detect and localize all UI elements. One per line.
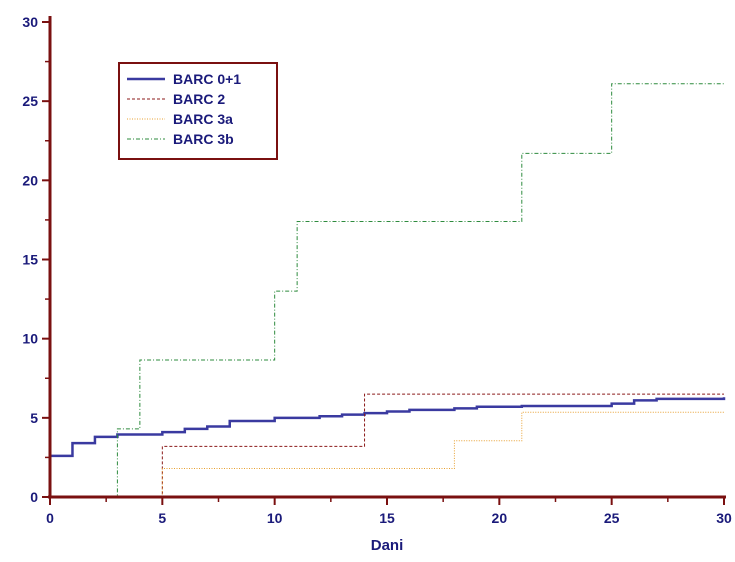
x-tick-label-2: 10 xyxy=(267,510,283,526)
axes-layer: 0 5 10 15 20 25 30 0 5 10 15 20 25 30 xyxy=(22,14,732,526)
x-tick-label-3: 15 xyxy=(379,510,395,526)
y-tick-label-4: 20 xyxy=(22,172,38,188)
y-tick-label-3: 15 xyxy=(22,252,38,268)
legend: BARC 0+1 BARC 2 BARC 3a BARC 3b xyxy=(118,62,278,160)
x-tick-label-4: 20 xyxy=(492,510,508,526)
y-tick-label-1: 5 xyxy=(30,410,38,426)
y-tick-label-5: 25 xyxy=(22,93,38,109)
x-tick-label-1: 5 xyxy=(158,510,166,526)
legend-label-0: BARC 0+1 xyxy=(173,71,241,87)
legend-label-3: BARC 3b xyxy=(173,131,234,147)
series-line-3 xyxy=(50,83,724,498)
x-tick-label-0: 0 xyxy=(46,510,54,526)
y-tick-label-0: 0 xyxy=(30,489,38,505)
x-tick-label-5: 25 xyxy=(604,510,620,526)
series-layer xyxy=(48,83,726,498)
legend-label-2: BARC 3a xyxy=(173,111,233,127)
y-tick-label-2: 10 xyxy=(22,331,38,347)
legend-label-1: BARC 2 xyxy=(173,91,225,107)
series-line-1 xyxy=(50,393,724,498)
series-line-2 xyxy=(50,411,724,498)
y-tick-label-6: 30 xyxy=(22,14,38,30)
x-axis-title: Dani xyxy=(371,537,404,554)
x-tick-label-6: 30 xyxy=(716,510,732,526)
